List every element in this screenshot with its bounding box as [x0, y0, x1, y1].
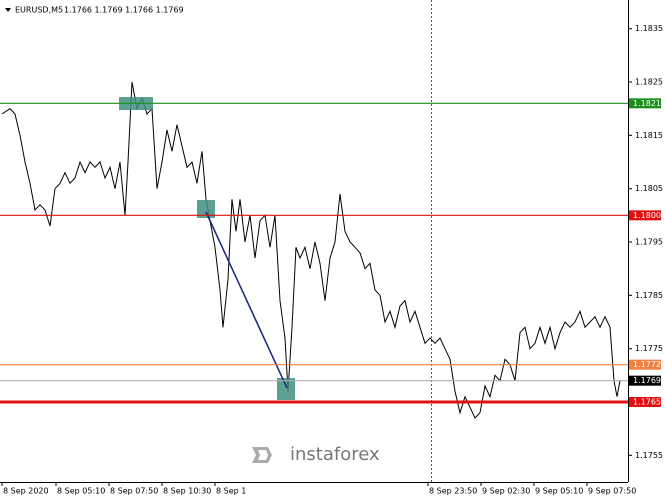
- x-tick-label: 8 Sep 2020: [3, 487, 49, 496]
- level-label: 1.1769: [633, 376, 661, 385]
- y-tick-label: 1.1755: [635, 451, 663, 460]
- x-tick-label: 9 Sep 02:30: [482, 487, 530, 496]
- y-tick-label: 1.1825: [635, 78, 663, 87]
- y-tick-label: 1.1835: [635, 24, 663, 33]
- x-tick-label: 8 Sep 1: [216, 487, 246, 496]
- signal-box: [197, 200, 215, 218]
- y-tick-label: 1.1785: [635, 291, 663, 300]
- trend-line: [205, 211, 288, 389]
- level-label-box: [629, 210, 661, 221]
- annotations: [119, 97, 295, 400]
- ohlc: 1.1766 1.1769 1.1766 1.1769: [64, 6, 184, 15]
- level-label-box: [629, 98, 661, 109]
- level-label: 1.1765: [633, 398, 661, 407]
- level-label-box: [629, 375, 661, 386]
- level-label: 1.1800: [633, 211, 661, 220]
- x-tick-label: 8 Sep 07:50: [110, 487, 158, 496]
- price-line: [1, 81, 621, 419]
- level-label: 1.1821: [633, 99, 661, 108]
- y-tick-label: 1.1775: [635, 344, 663, 353]
- x-tick-label: 8 Sep 05:10: [57, 487, 105, 496]
- watermark-logo: [252, 447, 272, 463]
- plot: [1, 81, 621, 419]
- y-tick-label: 1.1805: [635, 184, 663, 193]
- level-label: 1.1772: [633, 360, 661, 369]
- menu-arrow: [5, 8, 11, 12]
- level-label-box: [629, 397, 661, 407]
- signal-box: [277, 378, 295, 400]
- x-tick-label: 9 Sep 07:50: [588, 487, 636, 496]
- watermark-text: instaforex: [290, 444, 380, 465]
- level-label-box: [629, 359, 661, 370]
- watermark: instaforex: [243, 438, 393, 472]
- x-tick-label: 9 Sep 05:10: [535, 487, 583, 496]
- symbol: EURUSD,M5: [15, 6, 63, 15]
- x-tick-label: 8 Sep 23:50: [429, 487, 477, 496]
- y-tick-label: 1.1795: [635, 238, 663, 247]
- y-tick-label: 1.1815: [635, 131, 663, 140]
- x-tick-label: 8 Sep 10:30: [163, 487, 211, 496]
